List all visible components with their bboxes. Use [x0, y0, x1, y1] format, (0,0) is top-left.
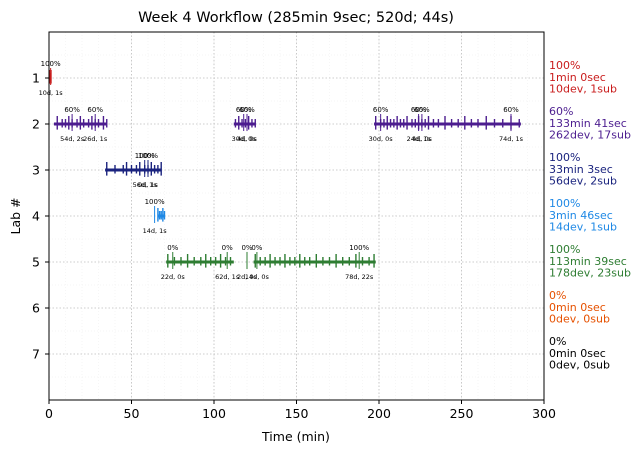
lab-2-marker-counts: 4d, 0s [237, 135, 258, 143]
lab-5-summary-line: 178dev, 23sub [549, 267, 631, 280]
lab-2-marker-percent: 60% [503, 106, 519, 114]
y-tick-label: 3 [32, 163, 40, 178]
lab-4-marker-counts: 14d, 1s [143, 227, 168, 235]
lab-2-summary-line: 133min 41sec [549, 117, 627, 130]
lab-7-summary-line: 0% [549, 335, 566, 348]
lab-2-summary-line: 60% [549, 105, 573, 118]
lab-2-marker-percent: 60% [414, 106, 430, 114]
x-tick-label: 150 [285, 406, 309, 421]
lab-5-marker-percent: 0% [222, 244, 233, 252]
lab-3-marker-counts: 56d, 1s [133, 181, 158, 189]
lab-2-marker-counts: 26d, 1s [83, 135, 108, 143]
lab-7-summary-line: 0min 0sec [549, 347, 606, 360]
y-tick-label: 1 [32, 71, 40, 86]
x-tick-label: 250 [450, 406, 474, 421]
chart-title: Week 4 Workflow (285min 9sec; 520d; 44s) [138, 10, 454, 26]
lab-2-marker-counts: 74d, 1s [499, 135, 524, 143]
lab-1-summary-line: 100% [549, 59, 580, 72]
y-tick-label: 2 [32, 117, 40, 132]
lab-5-marker-percent: 100% [349, 244, 369, 252]
lab-2-marker-percent: 60% [411, 106, 427, 114]
lab-2-marker-counts: 30d, 0s [232, 135, 257, 143]
x-axis-label: Time (min) [261, 429, 330, 444]
lab-4-summary-line: 14dev, 1sub [549, 221, 617, 234]
lab-2-summary-line: 262dev, 17sub [549, 129, 631, 142]
lab-4-marker-percent: 100% [145, 198, 165, 206]
y-tick-label: 7 [32, 347, 40, 362]
lab-5-summary-line: 113min 39sec [549, 255, 627, 268]
lab-3-marker-percent: 100% [138, 152, 158, 160]
lab-5-marker-counts: 62d, 1s [215, 273, 240, 281]
lab-5-marker-counts: 2d, 0s [237, 273, 258, 281]
lab-5-marker-percent: 0% [241, 244, 252, 252]
lab-3-marker-percent: 100% [135, 152, 155, 160]
lab-1-summary-line: 1min 0sec [549, 71, 606, 84]
lab-2-marker-counts: 24d, 1s [407, 135, 432, 143]
lab-2-marker-counts: 30d, 0s [369, 135, 394, 143]
y-tick-label: 5 [32, 255, 40, 270]
lab-2-marker-percent: 60% [64, 106, 80, 114]
lab-2-marker-percent: 60% [87, 106, 103, 114]
grid-layer [48, 32, 545, 400]
lab-4-summary-line: 3min 46sec [549, 209, 613, 222]
lab-5-marker-percent: 0% [167, 244, 178, 252]
lab-3-summary-line: 100% [549, 151, 580, 164]
lab-6-summary-line: 0min 0sec [549, 301, 606, 314]
lab-2-marker-percent: 60% [239, 106, 255, 114]
lab-1-marker-percent: 100% [41, 60, 61, 68]
lab-1-summary-line: 10dev, 1sub [549, 83, 617, 96]
x-tick-label: 300 [532, 406, 556, 421]
x-tick-label: 50 [124, 406, 140, 421]
lab-3-summary-line: 33min 3sec [549, 163, 613, 176]
lab-3-summary-line: 56dev, 2sub [549, 175, 617, 188]
lab-6-summary-line: 0% [549, 289, 566, 302]
lab-3-marker-counts: 0d, 1s [138, 181, 159, 189]
lab-5-summary-line: 100% [549, 243, 580, 256]
lab-5-marker-counts: 78d, 22s [345, 273, 374, 281]
lab-4-summary-line: 100% [549, 197, 580, 210]
lab-2-marker-percent: 60% [373, 106, 389, 114]
axes-layer: 0 50 100 150 200 250 300 1 2 3 4 5 6 7 [32, 71, 556, 422]
data-layer: 100% 10d, 1s 60% 54d, 2s 60% 26d, 1s 60% 30d, 0… [39, 60, 524, 281]
lab-6-summary-line: 0dev, 0sub [549, 313, 610, 326]
y-axis-label: Lab # [8, 197, 23, 234]
lab-2-marker-percent: 60% [236, 106, 252, 114]
y-tick-label: 4 [32, 209, 40, 224]
lab-7-summary-line: 0dev, 0sub [549, 359, 610, 372]
x-tick-label: 0 [45, 406, 53, 421]
x-tick-label: 100 [202, 406, 226, 421]
lab-1-marker-counts: 10d, 1s [39, 89, 64, 97]
lab-5-marker-counts: 14d, 0s [245, 273, 270, 281]
lab-5-marker-counts: 22d, 0s [161, 273, 186, 281]
lab-2-marker-counts: 54d, 2s [60, 135, 85, 143]
lab-5-marker-percent: 0% [251, 244, 262, 252]
x-tick-label: 200 [367, 406, 391, 421]
lab-2-marker-counts: 4d, 0s [412, 135, 433, 143]
y-tick-label: 6 [32, 301, 40, 316]
